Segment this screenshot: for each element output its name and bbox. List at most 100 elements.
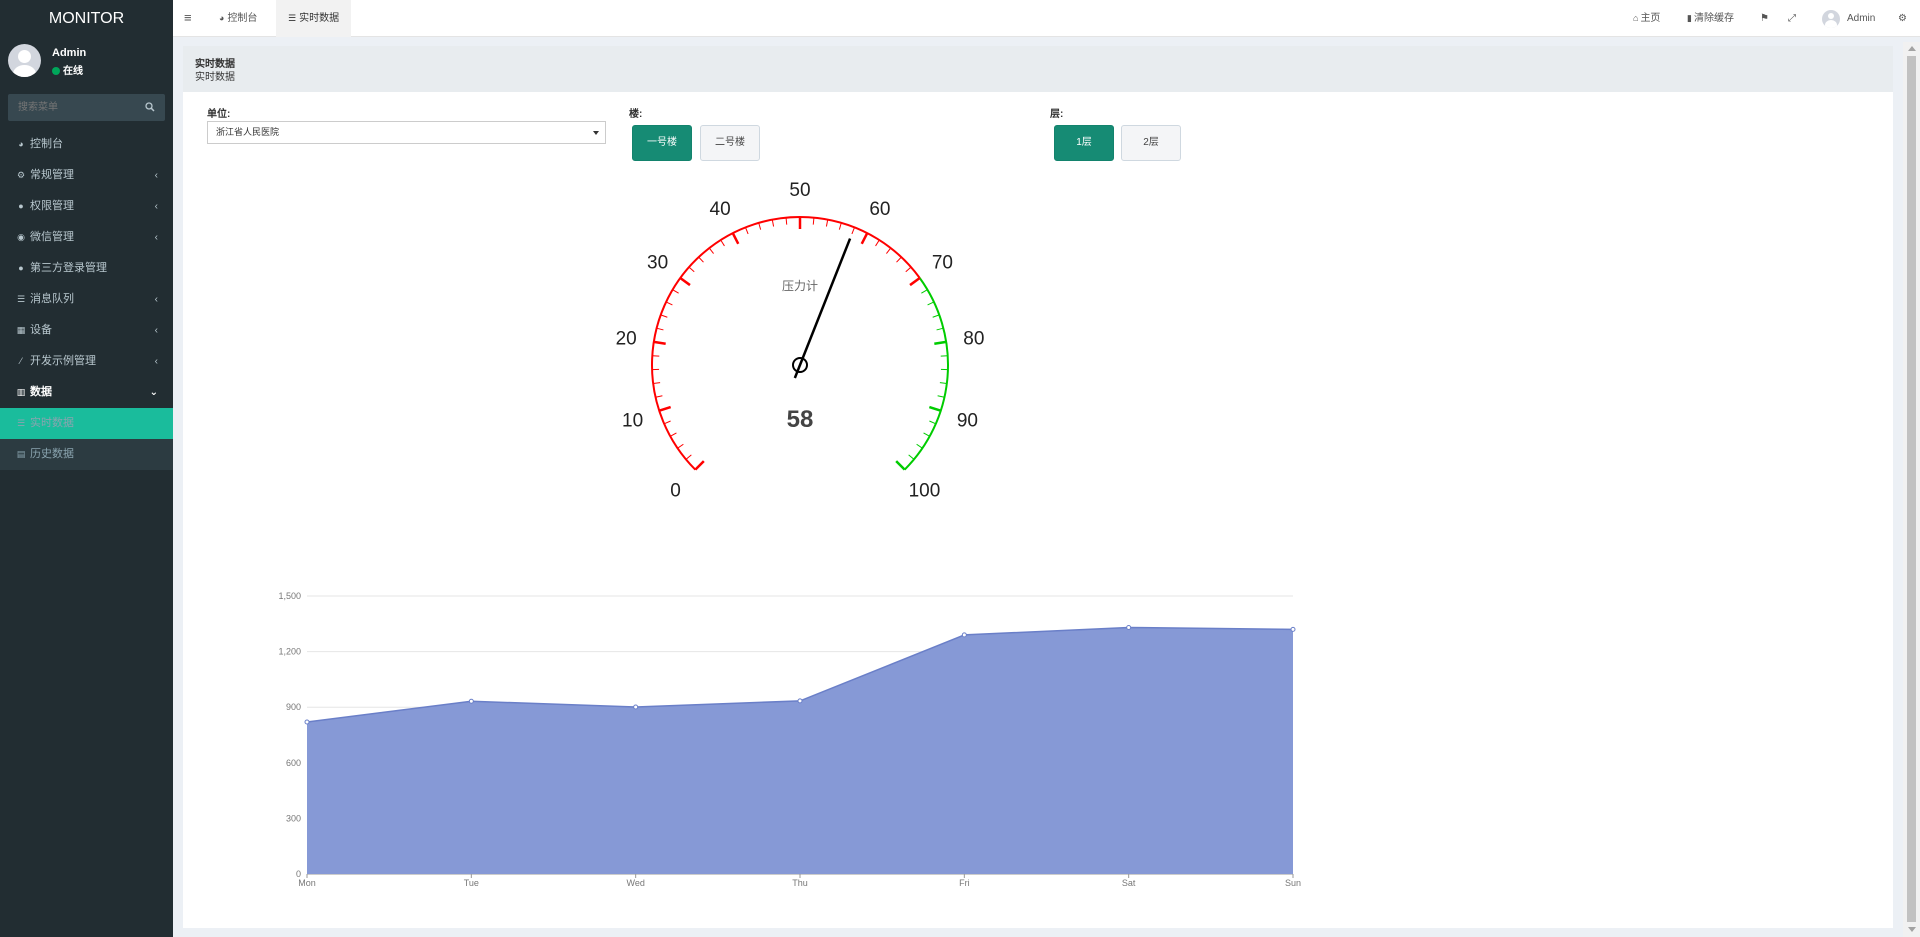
x-tick-label: Wed (626, 878, 644, 888)
sidebar-item-message-queue[interactable]: ☰ 消息队列 ‹ (0, 284, 173, 315)
sidebar: MONITOR Admin 在线 ◕ 控制台 ⚙ 常规管理 ‹ ● 权限管理 ‹ ◉ 微信管… (0, 0, 173, 937)
settings-gear-icon[interactable]: ⚙ (1898, 13, 1907, 24)
gauge-title: 压力计 (782, 279, 818, 293)
gauge-minor-tick (927, 301, 935, 306)
gauge-value: 58 (787, 406, 814, 433)
unit-select[interactable]: 浙江省人民医院 (207, 121, 606, 144)
gauge-minor-tick (672, 289, 679, 294)
tab-realtime-data[interactable]: ☰ 实时数据 (276, 0, 352, 37)
header-avatar[interactable] (1822, 10, 1840, 28)
scrollbar-thumb[interactable] (1907, 56, 1916, 922)
database-icon: ▤ (16, 449, 26, 459)
page-scrollbar[interactable] (1903, 42, 1920, 937)
sidebar-search-input[interactable] (8, 94, 138, 121)
chart-point[interactable] (961, 632, 967, 638)
app-logo[interactable]: MONITOR (0, 0, 173, 37)
gauge-minor-tick (923, 432, 930, 437)
gauge-minor-tick (685, 454, 692, 460)
y-tick-label: 0 (296, 869, 301, 879)
tab-dashboard[interactable]: ◕ 控制台 (207, 0, 269, 37)
sidebar-item-label: 数据 (30, 386, 52, 398)
chevron-left-icon: ‹ (154, 170, 158, 181)
sidebar-item-data[interactable]: ▥ 数据 ⌄ (0, 377, 173, 408)
gauge-tick-label: 80 (963, 328, 984, 349)
gauge-minor-tick (677, 443, 684, 449)
list-icon: ☰ (288, 13, 297, 23)
list-icon: ☰ (16, 418, 26, 428)
gauge-tick-label: 100 (909, 480, 941, 501)
header-user-name[interactable]: Admin (1847, 13, 1876, 24)
device-icon: ▦ (16, 325, 26, 335)
y-tick-label: 1,200 (278, 647, 301, 657)
floor-2-button[interactable]: 2层 (1121, 125, 1181, 161)
gauge-minor-tick (916, 443, 923, 449)
gauge-minor-tick (708, 247, 714, 254)
sidebar-item-label: 设备 (30, 324, 52, 336)
gauge-arc-green (903, 277, 949, 471)
caret-down-icon (593, 131, 599, 135)
chart-point[interactable] (304, 719, 310, 725)
chart-point[interactable] (1126, 625, 1132, 631)
sidebar-item-label: 实时数据 (30, 417, 74, 429)
gauge-major-tick (658, 405, 672, 412)
list-icon: ☰ (16, 294, 26, 304)
sidebar-item-wechat[interactable]: ◉ 微信管理 ‹ (0, 222, 173, 253)
x-tick-label: Tue (464, 878, 479, 888)
chevron-left-icon: ‹ (154, 356, 158, 367)
wechat-icon: ◉ (17, 232, 25, 242)
gauge-minor-tick (875, 239, 880, 247)
building-label: 楼: (629, 109, 643, 120)
user-status-text: 在线 (63, 66, 83, 77)
content-header: 实时数据 实时数据 (183, 46, 1893, 92)
gauge-minor-tick (688, 266, 695, 273)
sidebar-item-label: 历史数据 (30, 448, 74, 460)
home-link[interactable]: ⌂ 主页 (1633, 0, 1660, 37)
clear-cache-button[interactable]: ▮ 清除缓存 (1687, 0, 1734, 37)
gauge-minor-tick (838, 222, 842, 230)
sidebar-item-permissions[interactable]: ● 权限管理 ‹ (0, 191, 173, 222)
sidebar-item-history-data[interactable]: ▤ 历史数据 (0, 439, 173, 470)
sidebar-menu: ◕ 控制台 ⚙ 常规管理 ‹ ● 权限管理 ‹ ◉ 微信管理 ‹ ● 第三方登录管理 ☰ 消息队列… (0, 129, 173, 470)
chart-point[interactable] (468, 698, 474, 704)
sidebar-item-general[interactable]: ⚙ 常规管理 ‹ (0, 160, 173, 191)
building-2-button[interactable]: 二号楼 (700, 125, 760, 161)
gauge-minor-tick (851, 227, 855, 235)
gauge-minor-tick (936, 327, 944, 331)
gauge-tick-label: 10 (622, 410, 643, 431)
chart-point[interactable] (633, 704, 639, 710)
top-header: ≡ ◕ 控制台 ☰ 实时数据 ⌂ 主页 ▮ 清除缓存 ⚑ ⤢ Admin ⚙ (173, 0, 1920, 37)
chart-area (307, 627, 1293, 874)
fullscreen-icon[interactable]: ⤢ (1788, 13, 1796, 24)
building-1-button[interactable]: 一号楼 (632, 125, 692, 161)
gauge-minor-tick (825, 219, 829, 227)
gauge-minor-tick (812, 217, 815, 225)
sidebar-item-label: 消息队列 (30, 293, 74, 305)
gauge-minor-tick (771, 219, 775, 227)
gauge-major-tick (860, 232, 869, 245)
scroll-up-icon[interactable] (1908, 46, 1916, 51)
scroll-down-icon[interactable] (1908, 927, 1916, 932)
language-icon[interactable]: ⚑ (1760, 13, 1769, 24)
sidebar-item-device[interactable]: ▦ 设备 ‹ (0, 315, 173, 346)
gauge-minor-tick (656, 327, 664, 331)
users-icon: ● (18, 201, 24, 211)
y-tick-label: 300 (286, 813, 301, 823)
sidebar-item-dashboard[interactable]: ◕ 控制台 (0, 129, 173, 160)
sidebar-item-dev-examples[interactable]: ⁄ 开发示例管理 ‹ (0, 346, 173, 377)
bar-chart-icon: ▥ (16, 387, 26, 397)
floor-label: 层: (1050, 109, 1064, 120)
sidebar-item-third-party[interactable]: ● 第三方登录管理 (0, 253, 173, 284)
gauge-major-tick (731, 232, 740, 245)
user-panel: Admin 在线 (0, 37, 173, 85)
gauge-minor-tick (665, 301, 673, 306)
gauge-minor-tick (937, 395, 945, 398)
chart-point[interactable] (1290, 626, 1296, 632)
sidebar-item-label: 常规管理 (30, 169, 74, 181)
magic-icon: ⁄ (20, 356, 22, 366)
sidebar-item-realtime-data[interactable]: ☰ 实时数据 (0, 408, 173, 439)
search-icon[interactable] (145, 102, 155, 112)
gauge-minor-tick (698, 256, 704, 263)
hamburger-menu-icon[interactable]: ≡ (184, 10, 192, 25)
floor-1-button[interactable]: 1层 (1054, 125, 1114, 161)
chart-point[interactable] (797, 698, 803, 704)
